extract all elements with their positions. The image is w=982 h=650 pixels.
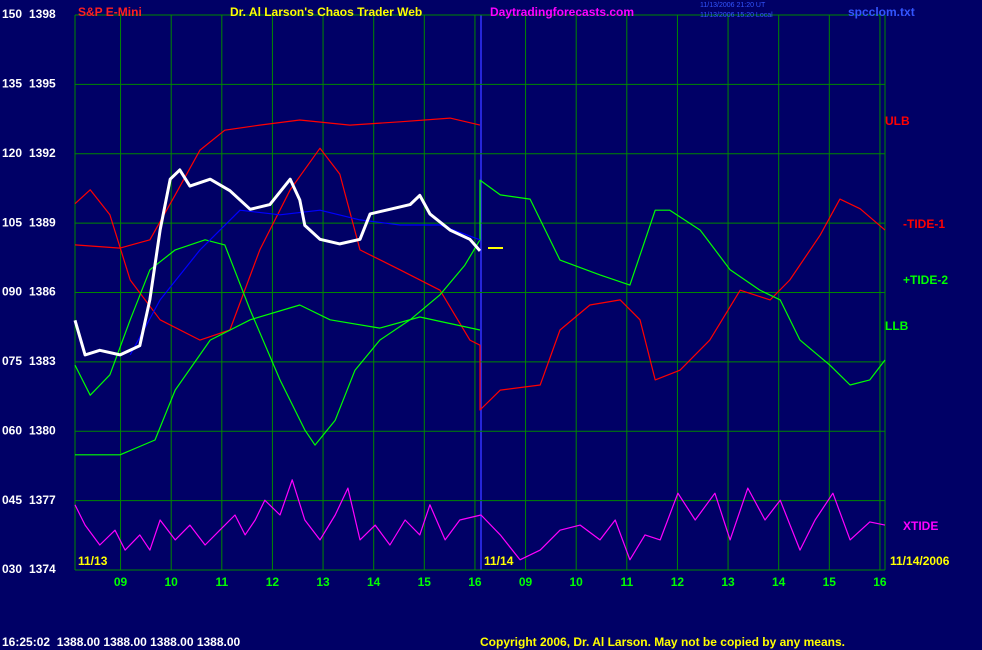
y2-tick-label: 1395: [29, 77, 56, 91]
legend-label: XTIDE: [903, 519, 938, 533]
y-tick-label: 105: [2, 215, 22, 229]
y-tick-label: 030: [2, 562, 22, 576]
series-line: [74, 117, 481, 249]
x-tick-label: 15: [418, 575, 432, 589]
chart-title: Dr. Al Larson's Chaos Trader Web: [230, 5, 422, 19]
y-tick-label: 075: [2, 354, 22, 368]
series-line: [75, 304, 481, 456]
date-label: 11/14/2006: [890, 554, 950, 568]
series-line: [74, 147, 886, 411]
copyright: Copyright 2006, Dr. Al Larson. May not b…: [480, 635, 845, 649]
y2-tick-label: 1392: [29, 146, 56, 160]
date-label: 11/14: [484, 554, 514, 568]
y-tick-label: 135: [2, 77, 22, 91]
y-tick-label: 120: [2, 146, 22, 160]
x-tick-label: 11: [215, 575, 228, 589]
y2-tick-label: 1377: [29, 493, 56, 507]
x-tick-label: 12: [671, 575, 685, 589]
series-line: [129, 209, 481, 356]
timestamp: 11/13/2006 21:20 UT: [700, 2, 766, 9]
y2-tick-label: 1389: [29, 215, 56, 229]
series-line: [74, 479, 886, 561]
y2-tick-label: 1383: [29, 354, 56, 368]
x-tick-label: 10: [165, 575, 179, 589]
x-tick-label: 14: [367, 575, 381, 589]
y-tick-label: 060: [2, 423, 22, 437]
file-name: spcclom.txt: [848, 5, 915, 19]
x-tick-label: 16: [468, 575, 482, 589]
y2-tick-label: 1380: [29, 423, 56, 437]
y2-tick-label: 1374: [29, 562, 56, 576]
x-tick-label: 14: [772, 575, 786, 589]
y-tick-label: 045: [2, 493, 22, 507]
x-tick-label: 09: [114, 575, 128, 589]
x-tick-label: 12: [266, 575, 280, 589]
y-tick-label: 150: [2, 7, 22, 21]
website: Daytradingforecasts.com: [490, 5, 634, 19]
legend-label: ULB: [885, 114, 910, 128]
series-line: [74, 179, 886, 446]
legend-label: -TIDE-1: [903, 217, 945, 231]
x-tick-label: 13: [721, 575, 735, 589]
status: 16:25:02 1388.00 1388.00 1388.00 1388.00: [2, 635, 241, 649]
x-tick-label: 10: [570, 575, 584, 589]
legend-label: LLB: [885, 319, 909, 333]
timestamp: 11/13/2006 15:20 Local: [700, 12, 773, 19]
x-tick-label: 15: [823, 575, 837, 589]
price-line: [73, 168, 482, 357]
y2-tick-label: 1386: [29, 285, 56, 299]
x-tick-label: 09: [519, 575, 533, 589]
date-label: 11/13: [78, 554, 108, 568]
x-tick-label: 11: [620, 575, 633, 589]
y-tick-label: 090: [2, 285, 22, 299]
symbol: S&P E-Mini: [78, 5, 142, 19]
x-tick-label: 16: [873, 575, 887, 589]
legend-label: +TIDE-2: [903, 273, 948, 287]
x-tick-label: 13: [316, 575, 330, 589]
y2-tick-label: 1398: [29, 7, 56, 21]
grid: [74, 14, 886, 571]
